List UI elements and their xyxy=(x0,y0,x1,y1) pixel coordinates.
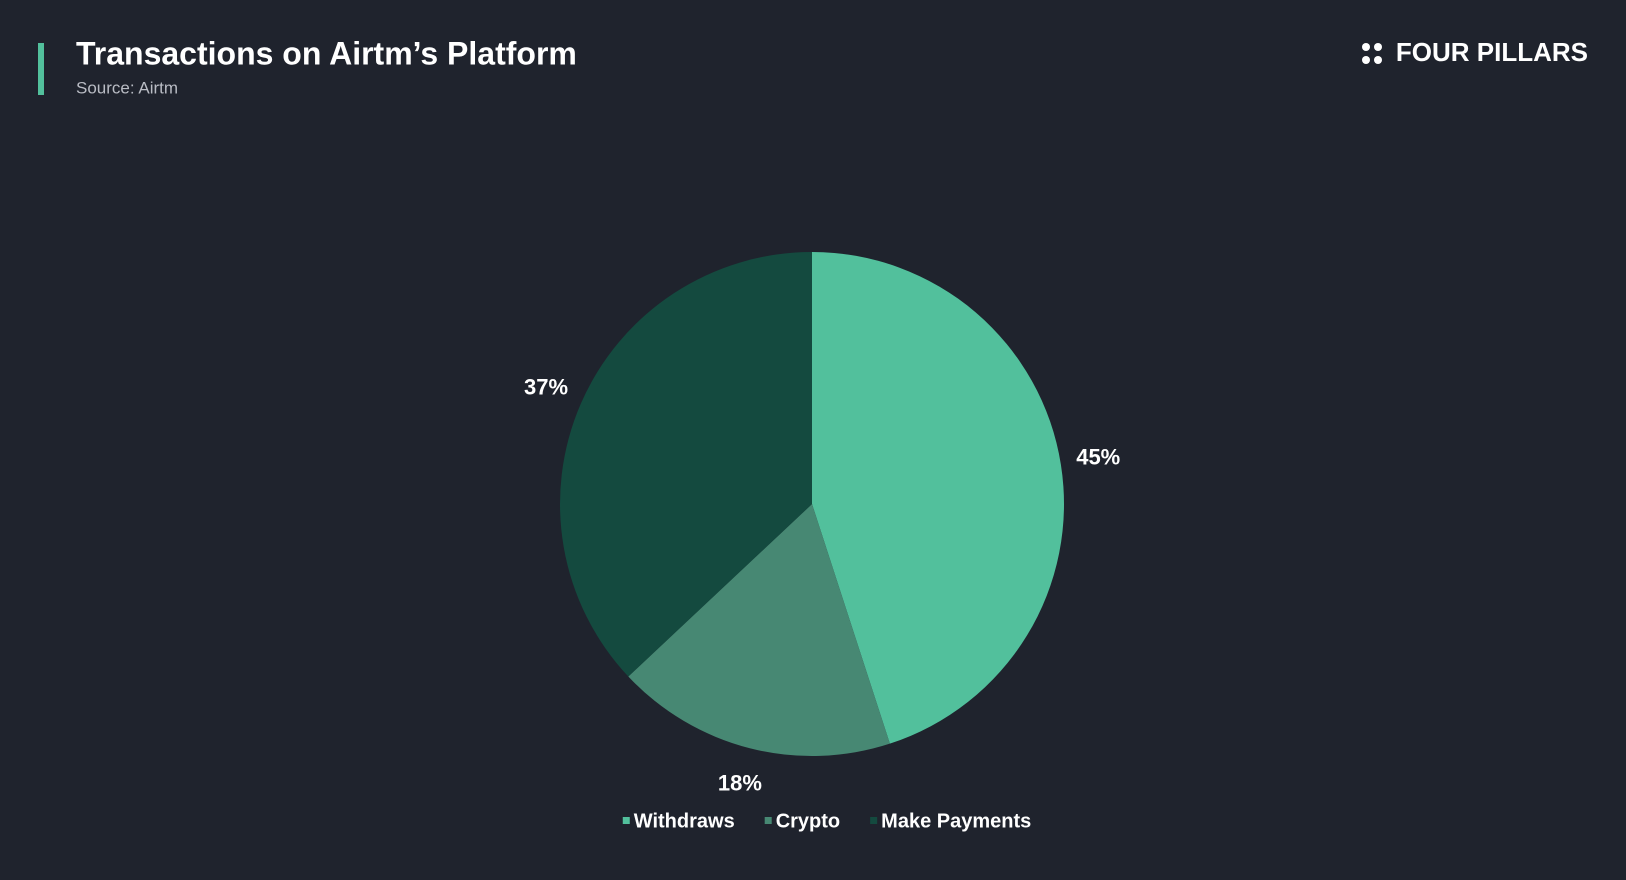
chart-title: Transactions on Airtm’s Platform xyxy=(76,35,577,71)
pie-slice xyxy=(560,252,812,677)
data-label: 45% xyxy=(1076,444,1120,469)
legend-label: Crypto xyxy=(776,810,840,832)
pie-slice xyxy=(812,252,1065,744)
legend-swatch xyxy=(870,817,878,824)
data-label: 18% xyxy=(718,771,762,796)
pie-slice xyxy=(628,504,890,756)
brand: FOUR PILLARS xyxy=(1396,37,1588,67)
data-label: 37% xyxy=(524,375,568,400)
brand-logo xyxy=(1362,43,1382,64)
legend-swatch xyxy=(764,817,772,824)
legend-label: Withdraws xyxy=(634,810,735,832)
chart-subtitle: Source: Airtm xyxy=(76,78,178,97)
title-accent xyxy=(38,43,44,95)
legend-label: Make Payments xyxy=(881,810,1031,832)
legend-swatch xyxy=(622,817,630,824)
